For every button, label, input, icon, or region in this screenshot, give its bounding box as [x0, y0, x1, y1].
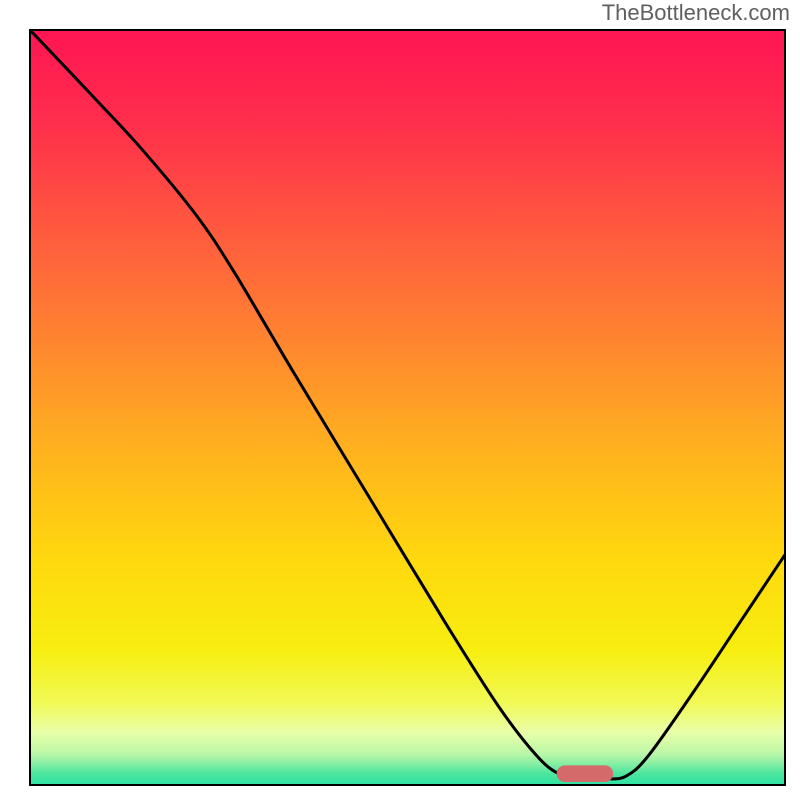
optimal-marker: [557, 765, 614, 782]
watermark-text: TheBottleneck.com: [602, 0, 790, 26]
chart-container: TheBottleneck.com: [0, 0, 800, 800]
gradient-background: [30, 30, 785, 785]
plot-area: [30, 30, 785, 785]
bottleneck-chart: [0, 0, 800, 800]
